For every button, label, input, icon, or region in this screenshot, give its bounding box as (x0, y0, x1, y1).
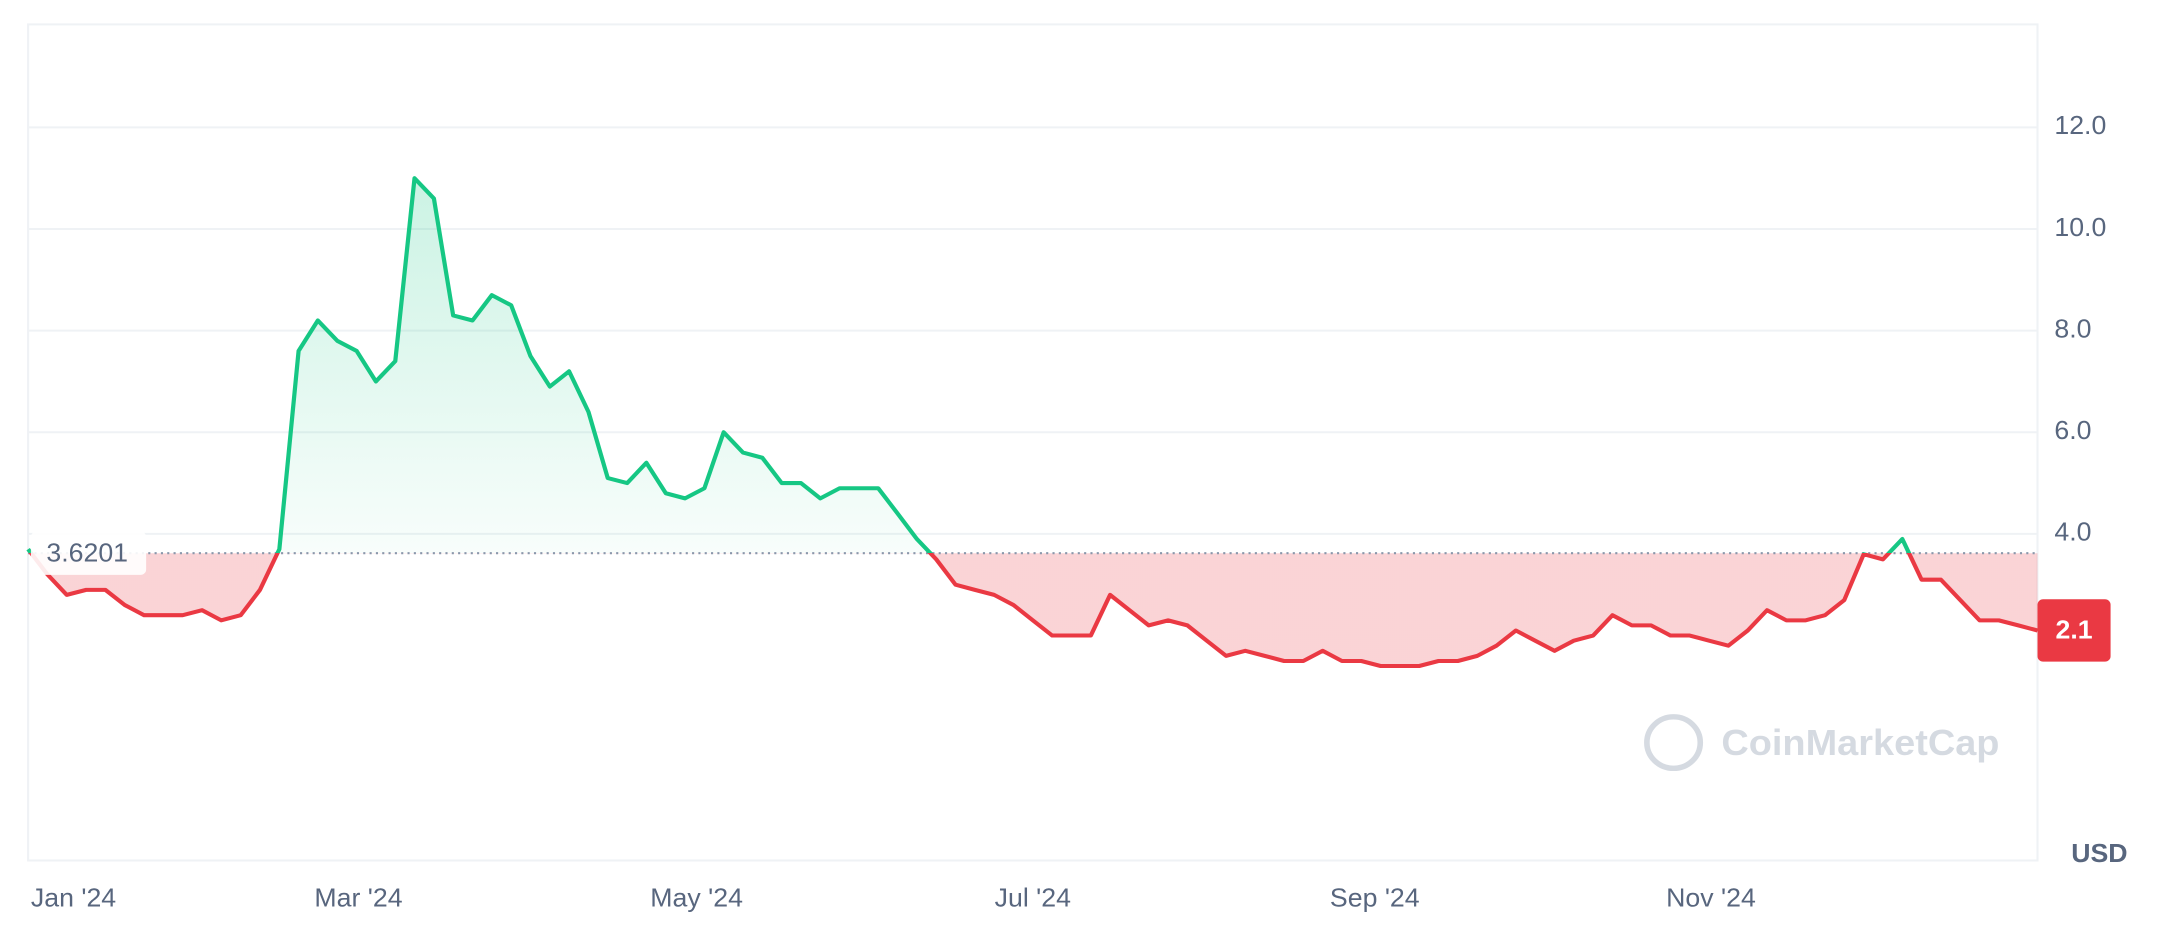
x-tick-label: Jan '24 (31, 883, 116, 912)
x-tick-label: Nov '24 (1666, 883, 1756, 912)
price-line (26, 176, 2039, 669)
current-price-box (2037, 599, 2111, 662)
y-tick-label: 6.0 (2054, 416, 2091, 445)
watermark: CoinMarketCap (1644, 714, 1999, 772)
area-fill (28, 178, 2038, 667)
plot-frame (27, 23, 2039, 862)
watermark-logo (1644, 714, 1704, 772)
y-tick-label: 4.0 (2054, 517, 2091, 546)
watermark-text: CoinMarketCap (1721, 722, 1999, 763)
x-tick-label: Sep '24 (1330, 883, 1420, 912)
y-tick-label: 10.0 (2054, 212, 2106, 241)
x-tick-label: Jul '24 (995, 883, 1071, 912)
currency-label: USD (2071, 838, 2127, 867)
x-tick-label: Mar '24 (314, 883, 402, 912)
y-tick-label: 8.0 (2054, 314, 2091, 343)
x-tick-label: May '24 (650, 883, 743, 912)
current-price-label: 2.1 (2055, 615, 2092, 644)
y-tick-label: 12.0 (2054, 111, 2106, 140)
baseline-label: 3.6201 (46, 538, 128, 567)
baseline-label-box (30, 531, 147, 575)
